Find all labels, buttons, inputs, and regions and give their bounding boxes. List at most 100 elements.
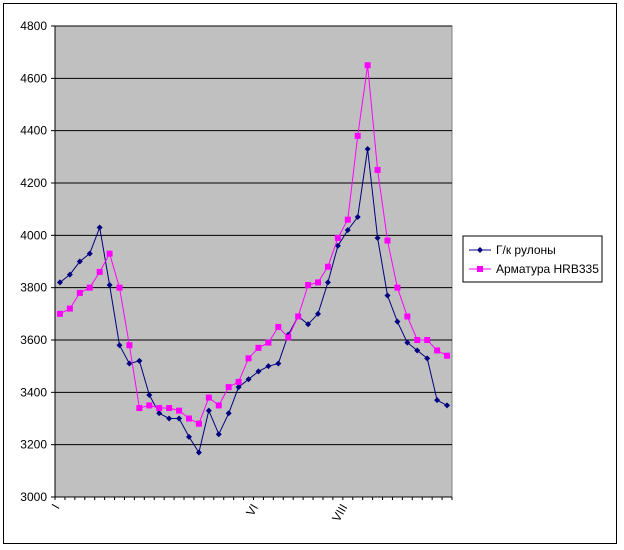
data-point [116,342,123,349]
y-tick-label: 4400 [20,124,47,138]
data-point [195,420,202,427]
data-point [364,145,371,152]
data-point [225,384,232,391]
data-point [255,368,262,375]
data-point [185,433,192,440]
x-tick-label: VIII [329,502,350,525]
y-tick-label: 3000 [20,490,47,504]
data-point [404,339,411,346]
data-point [96,224,103,231]
data-point [225,410,232,417]
data-point [414,347,421,354]
data-point [444,402,451,409]
data-point [66,271,73,278]
data-point [354,214,361,221]
legend-label: Арматура HRB335 [496,262,599,276]
data-point [384,292,391,299]
data-point [414,337,421,343]
data-point [76,258,83,265]
y-tick-label: 4800 [20,19,47,33]
data-point [96,268,103,275]
data-point [86,284,93,291]
legend-marker [477,247,483,253]
data-point [424,355,431,362]
data-point [434,347,441,354]
y-tick-label: 3600 [20,333,47,347]
x-tick-label: I [49,502,63,512]
data-point [235,384,242,391]
data-point [324,279,331,286]
data-point [275,360,282,367]
y-tick-label: 3800 [20,281,47,295]
data-point [146,391,153,398]
y-tick-label: 4200 [20,176,47,190]
data-point [374,166,381,173]
data-point [235,378,242,385]
data-point [156,405,163,412]
data-point [245,355,252,362]
series-line-2 [59,65,448,425]
data-point [126,342,133,349]
data-point [195,449,202,456]
data-point [215,431,222,438]
y-tick-label: 4600 [20,71,47,85]
data-point [424,337,431,343]
data-point [324,263,331,270]
data-point [444,352,451,359]
data-point [76,289,83,296]
data-point [265,363,272,370]
data-point [384,237,391,244]
data-point [156,410,163,417]
data-point [215,402,222,409]
data-point [394,284,401,291]
data-point [434,397,441,404]
data-point [205,394,212,401]
plot-background [54,25,453,498]
legend-label: Г/к рулоны [496,243,556,257]
data-point [364,62,371,69]
data-point [394,318,401,325]
data-point [295,313,302,320]
data-point [354,132,361,139]
data-point [305,321,312,328]
data-point [344,227,351,234]
data-point [315,279,322,286]
data-point [305,282,312,289]
data-point [334,234,341,241]
y-tick-label: 3200 [20,438,47,452]
data-point [185,415,192,422]
data-point [66,305,73,312]
data-point [136,405,143,412]
data-point [245,376,252,383]
data-point [166,415,173,422]
data-point [344,216,351,223]
data-point [116,284,123,291]
y-tick-label: 4000 [20,228,47,242]
data-point [285,334,292,341]
data-point [404,313,411,320]
y-tick-label: 3400 [20,385,47,399]
data-point [146,402,153,409]
series-line-1 [59,148,448,454]
data-point [126,360,133,367]
data-point [176,407,183,414]
data-point [86,250,93,257]
legend-marker [477,266,483,272]
data-point [265,339,272,346]
data-point [315,310,322,317]
legend [462,235,603,283]
data-point [106,250,113,257]
data-point [334,242,341,249]
data-point [136,357,143,364]
data-point [275,323,282,330]
data-point [56,279,63,286]
data-point [205,407,212,414]
data-point [176,415,183,422]
data-point [374,234,381,241]
data-point [166,405,173,412]
data-point [56,310,63,317]
x-tick-label: VI [243,502,261,519]
data-point [106,282,113,289]
data-point [255,344,262,351]
